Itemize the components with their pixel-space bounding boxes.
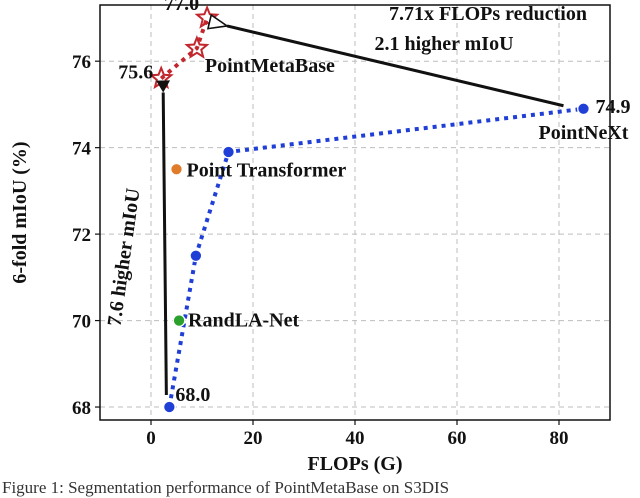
point-label-pmb-name: PointMetaBase xyxy=(205,55,335,77)
x-axis-label: FLOPs (G) xyxy=(308,453,403,475)
miou-gain-arrow xyxy=(156,80,171,396)
data-series xyxy=(148,4,590,414)
circle-marker xyxy=(577,102,590,116)
annotation-miou-gain: 2.1 higher mIoU xyxy=(374,33,513,55)
y-tick-label: 74 xyxy=(72,139,92,160)
series-point-transformer xyxy=(170,162,183,176)
series-line-pointnext xyxy=(167,106,584,408)
y-tick-label: 72 xyxy=(72,225,91,246)
x-tick-label: 20 xyxy=(244,428,263,449)
star-marker xyxy=(184,34,210,59)
point-label-rla-name: RandLA-Net xyxy=(188,310,299,332)
circle-marker xyxy=(162,400,176,414)
x-tick-label: 40 xyxy=(346,428,365,449)
point-label-pn-first: 68.0 xyxy=(175,384,210,406)
point-label-pn-last: 74.9 xyxy=(595,96,630,118)
y-tick-label: 76 xyxy=(72,52,91,73)
annotation-arrows xyxy=(156,26,564,396)
x-tick-label: 60 xyxy=(448,428,467,449)
point-label-pmb-top: 77.0 xyxy=(164,0,199,15)
series-pointnext xyxy=(162,102,590,414)
series-line-pointmetabase xyxy=(159,17,209,81)
y-tick-label: 68 xyxy=(72,398,91,419)
circle-marker xyxy=(170,162,183,176)
point-labels: 77.0 75.6 PointMetaBase 74.9 PointNeXt 68.0 Po… xyxy=(118,0,630,406)
x-tick-label: 80 xyxy=(550,428,569,449)
star-marker xyxy=(194,4,220,29)
y-tick-label: 70 xyxy=(72,312,91,333)
y-axis-ticks: 68 70 72 74 76 xyxy=(72,52,100,419)
annotation-flops-reduction: 7.71x FLOPs reduction xyxy=(389,3,587,25)
circle-marker xyxy=(189,249,203,263)
series-randla-net xyxy=(172,314,186,328)
annotation-vertical-miou-gain: 7.6 higher mIoU xyxy=(103,187,144,328)
point-label-pmb-first: 75.6 xyxy=(118,61,153,83)
y-axis-label: 6-fold mIoU (%) xyxy=(9,141,31,283)
figure-caption: Figure 1: Segmentation performance of Po… xyxy=(2,478,450,497)
x-tick-label: 0 xyxy=(146,428,156,449)
point-label-pn-name: PointNeXt xyxy=(538,122,628,144)
circle-marker xyxy=(172,314,186,328)
chart: 0 20 40 60 80 68 70 72 74 76 FLOPs (G) 6-fold mI… xyxy=(9,0,630,475)
x-axis-ticks: 0 20 40 60 80 xyxy=(146,420,569,449)
point-label-pt-name: Point Transformer xyxy=(187,159,347,181)
flops-reduction-arrow xyxy=(227,26,564,108)
circle-marker xyxy=(222,145,235,159)
